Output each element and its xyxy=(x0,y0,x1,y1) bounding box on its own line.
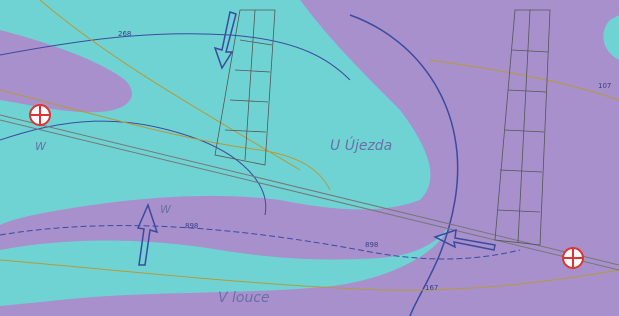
place-name: U Újezda xyxy=(330,136,392,154)
contour-label: 107 xyxy=(598,82,611,90)
place-name: V louce xyxy=(218,290,270,306)
page: 268 U Újezda V louce W W 898 898 167 107… xyxy=(0,0,619,316)
contour-label: W xyxy=(160,203,172,216)
contour-label: W xyxy=(35,140,47,153)
contour-label: 268 xyxy=(118,30,131,38)
map: 268 U Újezda V louce W W 898 898 167 107 xyxy=(0,0,619,316)
contour-label: 898 xyxy=(365,241,378,249)
contour-label: 167 xyxy=(425,284,438,292)
contour-label: 898 xyxy=(185,222,198,230)
